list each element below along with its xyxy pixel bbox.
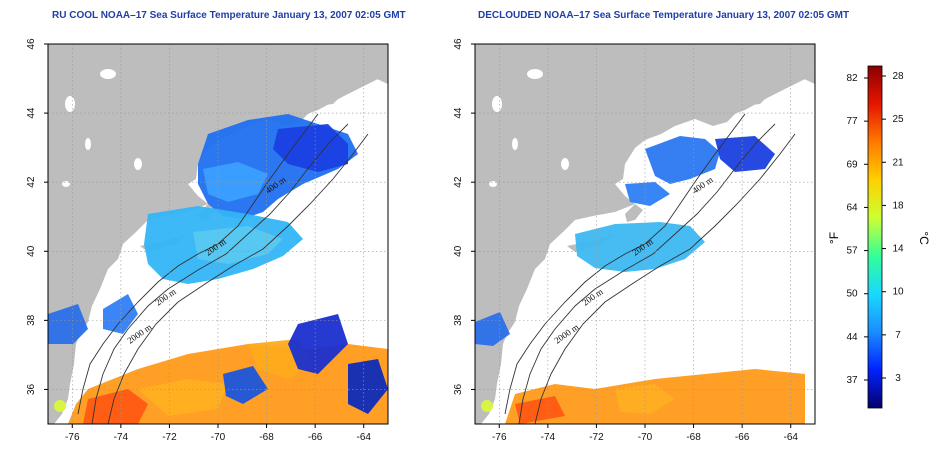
lon-tick-label: -68 <box>259 432 274 443</box>
lon-tick-label: -66 <box>308 432 323 443</box>
fahrenheit-tick-label: 64 <box>846 202 858 213</box>
right-map-title: DECLOUDED NOAA–17 Sea Surface Temperatur… <box>478 10 850 21</box>
lat-tick-label: 42 <box>453 176 464 188</box>
nova-scotia <box>278 52 388 118</box>
lon-tick-label: -66 <box>735 432 750 443</box>
celsius-tick-label: 14 <box>892 244 904 255</box>
grid-lines <box>475 43 815 424</box>
lat-tick-label: 40 <box>26 245 37 257</box>
fahrenheit-tick-label: 50 <box>846 289 858 300</box>
fahrenheit-unit-label: °F <box>827 232 841 244</box>
bathymetry-contours <box>504 113 796 425</box>
celsius-tick-label: 3 <box>895 373 901 384</box>
lon-tick-label: -64 <box>783 432 798 443</box>
celsius-tick-label: 18 <box>892 200 904 211</box>
lat-tick-label: 36 <box>26 383 37 395</box>
sst-data-layer <box>48 114 388 424</box>
lon-tick-label: -72 <box>162 432 177 443</box>
lon-tick-label: -74 <box>114 432 129 443</box>
lon-tick-label: -72 <box>589 432 604 443</box>
bathymetry-contours <box>77 113 369 425</box>
lat-tick-label: 38 <box>453 314 464 326</box>
left-map-title: RU COOL NOAA–17 Sea Surface Temperature … <box>52 10 406 21</box>
lat-tick-label: 44 <box>26 107 37 119</box>
celsius-tick-label: 25 <box>892 114 904 125</box>
lon-tick-label: -64 <box>356 432 371 443</box>
nova-scotia <box>705 52 815 118</box>
lon-tick-label: -70 <box>638 432 653 443</box>
celsius-tick-label: 28 <box>892 71 904 82</box>
temperature-colorbar: 82 77 69 64 57 50 44 37 28 25 21 18 14 10 7 3 °F °C <box>827 65 931 409</box>
grid-lines <box>48 43 388 424</box>
fahrenheit-tick-label: 44 <box>846 332 858 343</box>
lat-tick-label: 40 <box>453 245 464 257</box>
lat-tick-label: 38 <box>26 314 37 326</box>
colorbar-gradient <box>867 65 883 409</box>
lat-tick-label: 46 <box>26 38 37 50</box>
fahrenheit-tick-label: 77 <box>846 116 858 127</box>
lat-tick-label: 42 <box>26 176 37 188</box>
fahrenheit-tick-label: 37 <box>846 375 858 386</box>
lat-tick-label: 36 <box>453 383 464 395</box>
land-mass <box>475 44 815 424</box>
fahrenheit-tick-label: 57 <box>846 246 858 257</box>
lon-tick-label: -68 <box>686 432 701 443</box>
celsius-tick-label: 21 <box>892 157 904 168</box>
celsius-unit-label: °C <box>917 231 931 245</box>
cape-cod <box>625 204 643 222</box>
lon-tick-label: -74 <box>541 432 556 443</box>
lat-tick-label: 46 <box>453 38 464 50</box>
celsius-tick-label: 7 <box>895 330 901 341</box>
land-mass <box>48 44 388 424</box>
lon-tick-label: -76 <box>65 432 80 443</box>
lon-tick-label: -76 <box>492 432 507 443</box>
lat-tick-label: 44 <box>453 107 464 119</box>
celsius-tick-label: 10 <box>892 287 904 298</box>
fahrenheit-tick-label: 82 <box>846 73 858 84</box>
lon-tick-label: -70 <box>211 432 226 443</box>
fahrenheit-tick-label: 69 <box>846 159 858 170</box>
